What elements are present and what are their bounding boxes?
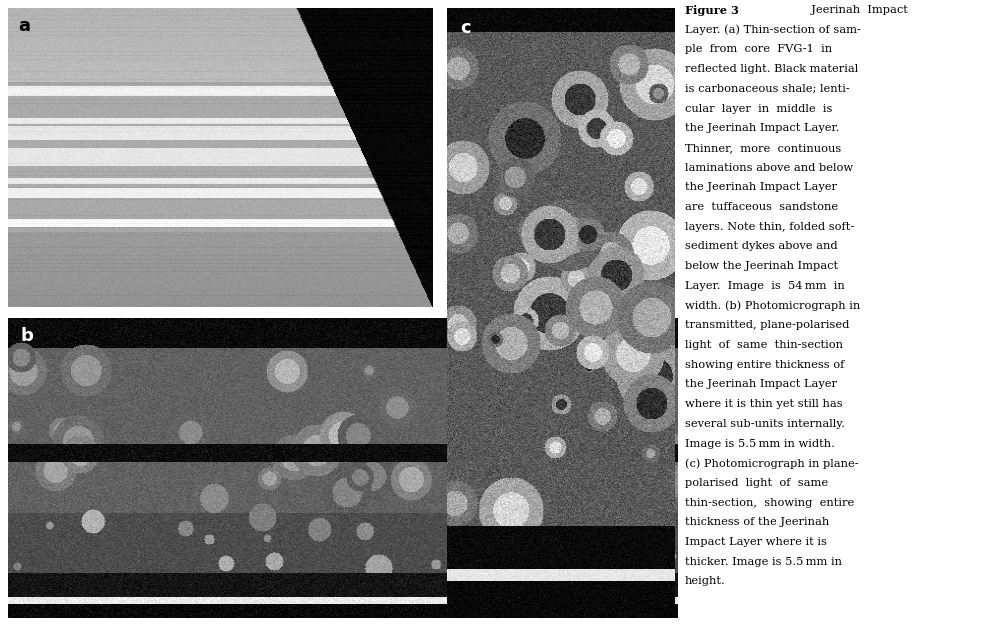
Text: the Jeerinah Impact Layer.: the Jeerinah Impact Layer.: [685, 124, 840, 133]
Text: thin-section,  showing  entire: thin-section, showing entire: [685, 498, 854, 508]
Text: Layer.  Image  is  54 mm  in: Layer. Image is 54 mm in: [685, 281, 845, 291]
Text: Jeerinah  Impact: Jeerinah Impact: [804, 5, 908, 15]
Text: showing entire thickness of: showing entire thickness of: [685, 360, 844, 370]
Text: light  of  same  thin-section: light of same thin-section: [685, 340, 843, 350]
Text: is carbonaceous shale; lenti-: is carbonaceous shale; lenti-: [685, 84, 850, 94]
Text: where it is thin yet still has: where it is thin yet still has: [685, 399, 843, 409]
Text: transmitted, plane-polarised: transmitted, plane-polarised: [685, 320, 849, 330]
Text: height.: height.: [685, 576, 726, 586]
Text: layers. Note thin, folded soft-: layers. Note thin, folded soft-: [685, 222, 854, 232]
Text: ple  from  core  FVG-1  in: ple from core FVG-1 in: [685, 45, 832, 55]
Text: are  tuffaceous  sandstone: are tuffaceous sandstone: [685, 202, 838, 212]
Text: below the Jeerinah Impact: below the Jeerinah Impact: [685, 261, 838, 271]
Text: Impact Layer where it is: Impact Layer where it is: [685, 537, 827, 547]
Text: Thinner,  more  continuous: Thinner, more continuous: [685, 143, 841, 153]
Text: the Jeerinah Impact Layer: the Jeerinah Impact Layer: [685, 379, 837, 389]
Text: thicker. Image is 5.5 mm in: thicker. Image is 5.5 mm in: [685, 557, 842, 567]
Text: laminations above and below: laminations above and below: [685, 162, 853, 172]
Text: width. (b) Photomicrograph in: width. (b) Photomicrograph in: [685, 300, 860, 311]
Text: cular  layer  in  middle  is: cular layer in middle is: [685, 103, 832, 113]
Text: c: c: [461, 19, 471, 37]
Text: sediment dykes above and: sediment dykes above and: [685, 241, 838, 251]
Text: a: a: [19, 17, 31, 35]
Text: thickness of the Jeerinah: thickness of the Jeerinah: [685, 517, 829, 527]
Text: the Jeerinah Impact Layer: the Jeerinah Impact Layer: [685, 182, 837, 192]
Text: polarised  light  of  same: polarised light of same: [685, 478, 828, 488]
Text: Layer. (a) Thin-section of sam-: Layer. (a) Thin-section of sam-: [685, 24, 861, 35]
Text: reflected light. Black material: reflected light. Black material: [685, 64, 858, 74]
Text: (c) Photomicrograph in plane-: (c) Photomicrograph in plane-: [685, 458, 859, 469]
Text: Figure 3: Figure 3: [685, 5, 739, 16]
Text: Image is 5.5 mm in width.: Image is 5.5 mm in width.: [685, 438, 835, 448]
Text: several sub-units internally.: several sub-units internally.: [685, 419, 845, 429]
Text: b: b: [20, 327, 33, 345]
